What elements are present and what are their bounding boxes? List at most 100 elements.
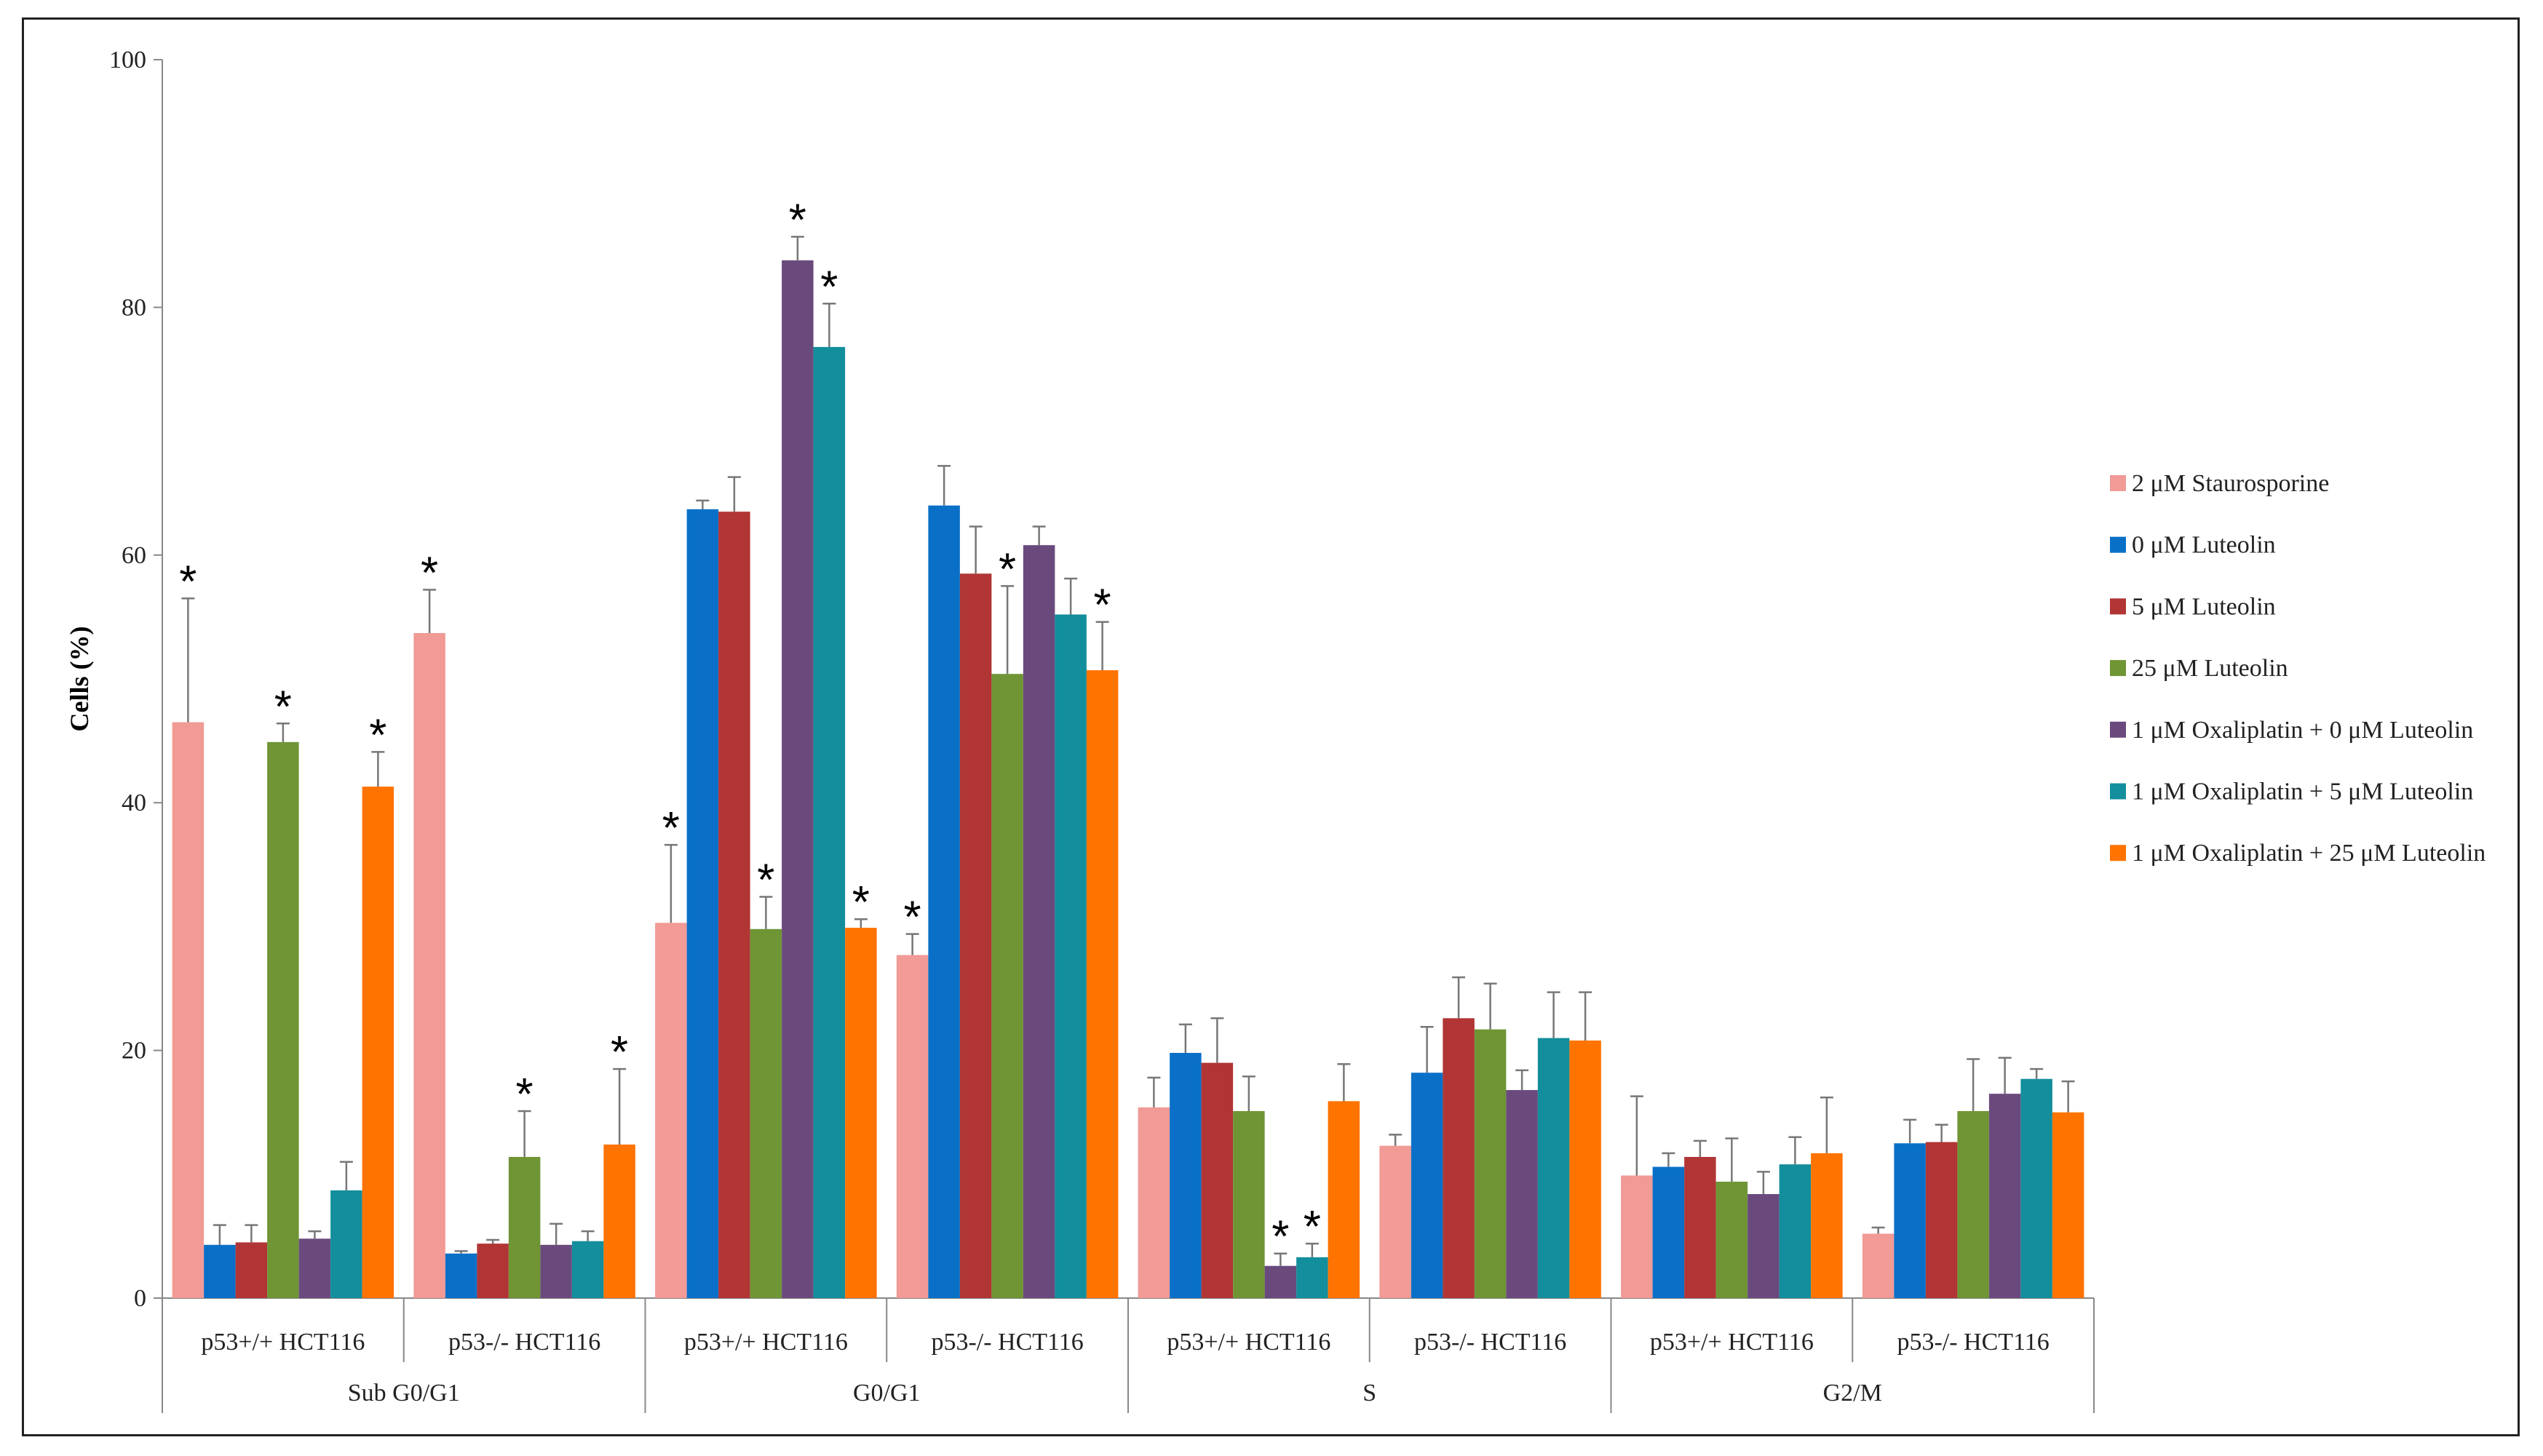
significance-star: * [999,544,1016,594]
bar [1170,1053,1202,1298]
bar [1747,1194,1780,1298]
bar [750,928,782,1298]
subgroup-label: p53+/+ HCT116 [1650,1329,1814,1356]
significance-star: * [904,893,921,943]
bar [991,674,1023,1298]
bar [1023,545,1055,1298]
significance-star: * [611,1027,628,1078]
bar [1138,1107,1170,1298]
bar [1264,1265,1297,1298]
bar [1474,1029,1507,1298]
bar [1988,1094,2021,1298]
bar [782,260,814,1298]
y-tick-label: 80 [122,294,146,321]
bar [813,346,846,1298]
bar [1811,1153,1843,1298]
significance-star: * [1272,1212,1289,1262]
bar [1233,1110,1265,1298]
subgroup-label: p53+/+ HCT116 [684,1329,848,1356]
legend-swatch [2110,598,2126,615]
legend-swatch [2110,536,2126,553]
legend-swatch [2110,475,2126,491]
bar-chart: 0 20 40 60 80 100 Cells (%) p53+/+ HCT116 p53-/-… [65,47,2486,1413]
bar [1296,1257,1328,1298]
bar [1506,1090,1538,1298]
significance-star: * [516,1070,533,1120]
bar [172,722,205,1298]
legend-label: 25 μM Luteolin [2132,655,2288,682]
legend-label: 1 μM Oxaliplatin + 25 μM Luteolin [2132,840,2486,867]
bar [655,923,687,1298]
y-axis-title: Cells (%) [65,626,94,732]
legend-swatch [2110,783,2126,800]
significance-star: * [662,803,680,854]
bar [1957,1110,1989,1298]
bar [896,955,929,1298]
bar [1379,1145,1411,1298]
bar [362,787,394,1298]
bar [928,505,960,1298]
bar [298,1238,331,1298]
legend-label: 5 μM Luteolin [2132,593,2276,620]
bar [1537,1038,1570,1298]
bar [603,1144,635,1298]
bar [1569,1040,1601,1298]
significance-star: * [274,682,292,732]
bar [718,512,750,1298]
bar [540,1244,572,1298]
subgroup-label: p53-/- HCT116 [931,1329,1083,1356]
bar [1086,670,1119,1298]
y-tick-label: 60 [122,542,146,569]
subgroup-label: p53+/+ HCT116 [1167,1329,1330,1356]
significance-star: * [179,557,197,607]
legend-label: 0 μM Luteolin [2132,532,2276,559]
bar [959,573,992,1298]
significance-star: * [757,856,774,906]
y-tick-label: 0 [134,1285,146,1312]
group-label: G2/M [1823,1380,1882,1407]
bar [1201,1062,1234,1298]
significance-star: * [369,710,386,760]
bar [508,1156,541,1298]
significance-star: * [820,262,838,312]
bar [1779,1164,1812,1298]
bar [1652,1166,1685,1298]
y-tick-label: 20 [122,1038,146,1065]
bar [1328,1101,1360,1298]
subgroup-label: p53-/- HCT116 [448,1329,600,1356]
bar [330,1190,362,1298]
bar [235,1242,268,1298]
subgroup-label: p53-/- HCT116 [1414,1329,1566,1356]
bar [1862,1233,1895,1298]
chart-frame: 0 20 40 60 80 100 Cells (%) p53+/+ HCT116 p53-/-… [22,17,2520,1436]
bar [1443,1018,1475,1298]
bar [686,509,719,1299]
bar [1684,1156,1716,1298]
legend-label: 2 μM Staurosporine [2132,470,2329,497]
bar [413,633,445,1298]
significance-star: * [852,878,870,928]
bar [1925,1142,1958,1298]
bar [1621,1175,1653,1298]
bar [445,1253,477,1298]
group-label: S [1362,1380,1376,1407]
bar [1715,1182,1748,1298]
legend-swatch [2110,660,2126,677]
bar [267,741,299,1298]
bar [477,1244,509,1298]
bar [1055,614,1087,1298]
bar [204,1244,236,1298]
group-label: G0/G1 [853,1380,921,1407]
group-label: Sub G0/G1 [348,1380,460,1407]
bar [845,928,877,1298]
bar [2052,1112,2084,1298]
significance-star: * [789,195,806,245]
significance-star: * [1094,581,1111,631]
bar [1411,1073,1443,1298]
subgroup-label: p53-/- HCT116 [1897,1329,2049,1356]
legend-label: 1 μM Oxaliplatin + 0 μM Luteolin [2132,717,2473,744]
bar [571,1241,604,1298]
y-tick-label: 100 [109,47,146,73]
significance-star: * [421,548,438,598]
legend-swatch [2110,721,2126,738]
